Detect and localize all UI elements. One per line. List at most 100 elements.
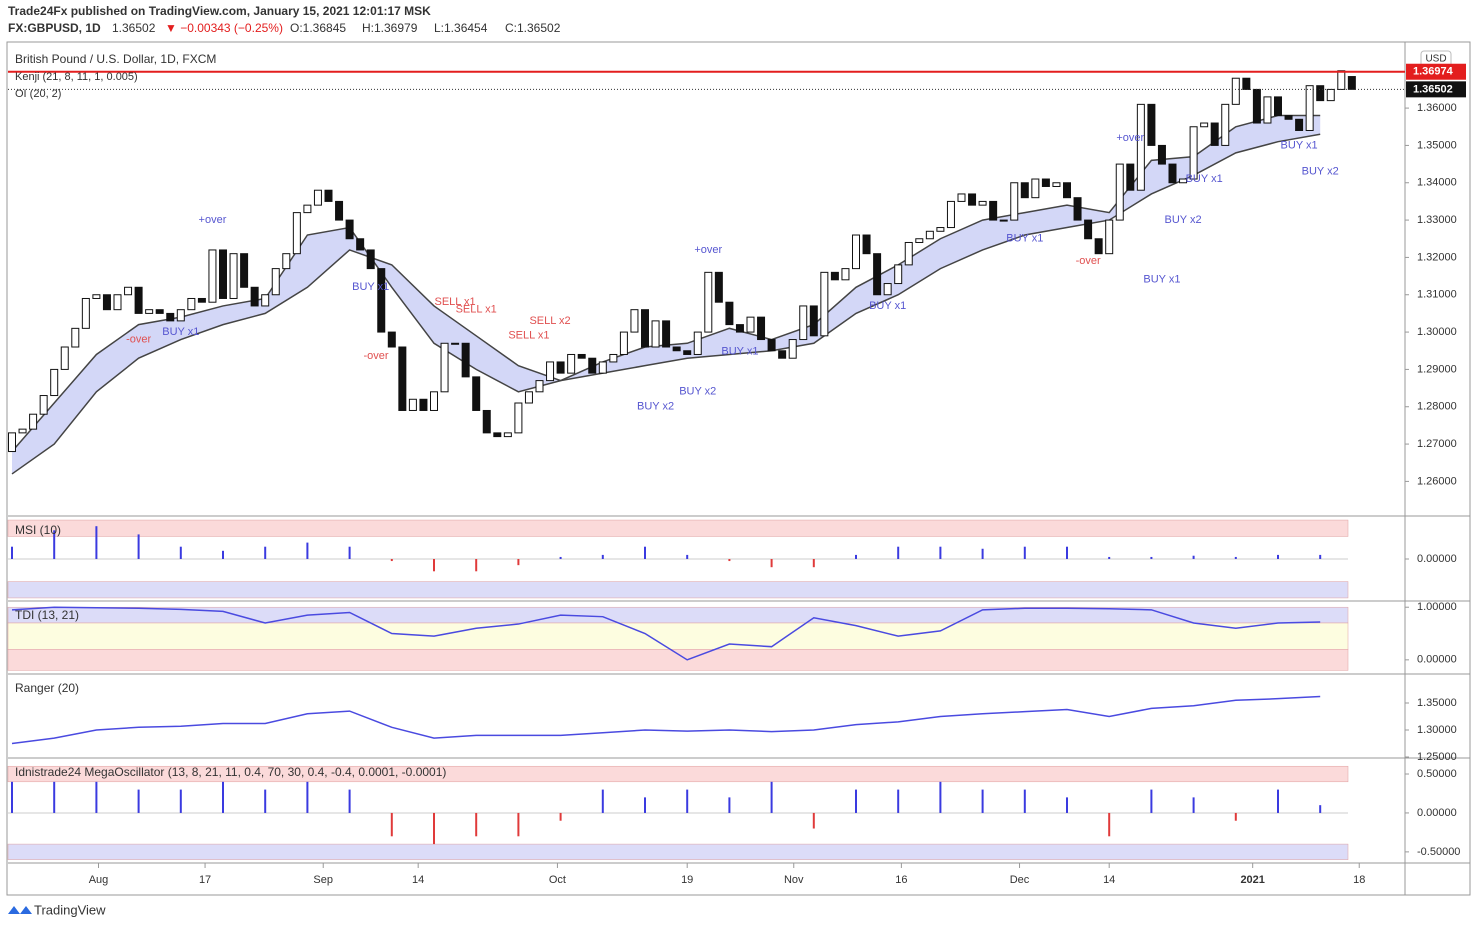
candle bbox=[1115, 163, 1124, 221]
candle bbox=[1210, 122, 1219, 146]
band-fill bbox=[12, 115, 1321, 474]
candle bbox=[514, 402, 523, 434]
candle bbox=[778, 350, 787, 359]
signal-label: -over bbox=[1076, 255, 1101, 267]
candle bbox=[1347, 76, 1356, 90]
candle bbox=[1020, 182, 1029, 199]
candle bbox=[788, 339, 797, 359]
candle bbox=[672, 346, 681, 352]
signal-label: SELL x1 bbox=[508, 330, 549, 342]
candle bbox=[303, 204, 312, 214]
x-tick-label: Oct bbox=[549, 874, 566, 886]
pane-title: British Pound / U.S. Dollar, 1D, FXCM bbox=[15, 52, 216, 66]
candle bbox=[187, 297, 196, 311]
logo bbox=[8, 906, 32, 914]
candle bbox=[957, 193, 966, 202]
candle bbox=[1189, 126, 1198, 180]
candle bbox=[197, 297, 206, 303]
y-tick-label: 0.00000 bbox=[1417, 553, 1457, 565]
candle bbox=[683, 350, 692, 355]
candle bbox=[577, 353, 586, 359]
zone bbox=[7, 649, 1349, 671]
y-tick-label: 1.32000 bbox=[1417, 251, 1457, 263]
candle bbox=[704, 271, 713, 333]
candle bbox=[366, 249, 375, 270]
signal-label: BUY x1 bbox=[721, 345, 758, 357]
y-tick-label: 1.35000 bbox=[1417, 139, 1457, 151]
y-tick-label: -0.50000 bbox=[1417, 846, 1460, 858]
candle bbox=[1052, 182, 1061, 187]
x-tick-label: 2021 bbox=[1240, 874, 1264, 886]
candle bbox=[725, 301, 734, 326]
last-label: 1.36502 bbox=[1413, 83, 1453, 95]
candle bbox=[261, 294, 270, 307]
candle bbox=[894, 264, 903, 285]
candle bbox=[693, 331, 702, 355]
signal-label: BUY x1 bbox=[352, 281, 389, 293]
signal-label: SELL x2 bbox=[529, 315, 570, 327]
x-tick-label: 18 bbox=[1353, 874, 1365, 886]
y-tick-label: 1.28000 bbox=[1417, 401, 1457, 413]
zone bbox=[7, 581, 1349, 599]
change: ▼ −0.00343 (−0.25%) bbox=[165, 21, 283, 35]
y-tick-label: 1.00000 bbox=[1417, 601, 1457, 613]
x-tick-label: 14 bbox=[1103, 874, 1115, 886]
candle bbox=[588, 357, 597, 374]
y-tick-label: 1.31000 bbox=[1417, 289, 1457, 301]
ohlc-open: O:1.36845 bbox=[290, 21, 346, 35]
y-tick-label: 0.00000 bbox=[1417, 807, 1457, 819]
candle bbox=[92, 294, 101, 299]
candle bbox=[968, 193, 977, 206]
resistance-tag bbox=[1406, 63, 1466, 80]
zone bbox=[7, 519, 1349, 537]
candle bbox=[1252, 88, 1261, 124]
candle bbox=[229, 253, 238, 299]
candle bbox=[50, 368, 59, 397]
ohlc-close: C:1.36502 bbox=[505, 21, 561, 35]
indicator-title: OI (20, 2) bbox=[15, 88, 61, 100]
candle bbox=[1063, 182, 1071, 199]
candle bbox=[1179, 178, 1188, 184]
signal-label: BUY x1 bbox=[162, 326, 199, 338]
band-line bbox=[11, 133, 1321, 475]
candle bbox=[155, 309, 164, 314]
candle bbox=[356, 238, 365, 251]
candle bbox=[1168, 163, 1177, 184]
candle bbox=[419, 398, 428, 411]
candle bbox=[166, 312, 175, 322]
signal-label: -over bbox=[126, 333, 151, 345]
candle bbox=[1337, 70, 1346, 90]
candle bbox=[841, 268, 850, 281]
candle bbox=[472, 376, 481, 411]
candle bbox=[377, 268, 386, 333]
price: 1.36502 bbox=[112, 21, 156, 35]
x-tick-label: 14 bbox=[412, 874, 424, 886]
candle bbox=[735, 324, 744, 333]
ohlc-high: H:1.36979 bbox=[362, 21, 418, 35]
publisher: Trade24Fx published on TradingView.com, … bbox=[8, 4, 431, 18]
candle bbox=[18, 428, 27, 434]
candle bbox=[1073, 197, 1082, 221]
candle bbox=[809, 305, 818, 337]
ohlc-low: L:1.36454 bbox=[434, 21, 488, 35]
currency: USD bbox=[1425, 54, 1446, 65]
signal-label: -over bbox=[363, 350, 388, 362]
candle bbox=[503, 432, 512, 438]
candle bbox=[1326, 88, 1335, 102]
y-tick-label: 1.30000 bbox=[1417, 326, 1457, 338]
candle bbox=[567, 353, 576, 374]
x-tick-label: 16 bbox=[895, 874, 907, 886]
pane-title: Idnistrade24 MegaOscillator (13, 8, 21, … bbox=[15, 765, 446, 779]
candle bbox=[883, 283, 892, 296]
candle bbox=[989, 200, 998, 221]
candle bbox=[1316, 85, 1325, 102]
signal-label: BUY x2 bbox=[679, 386, 716, 398]
y-tick-label: 1.35000 bbox=[1417, 697, 1457, 709]
candle bbox=[1084, 219, 1093, 240]
signal-label: BUY x2 bbox=[1302, 165, 1339, 177]
candle bbox=[240, 253, 249, 288]
candle bbox=[662, 320, 671, 348]
x-tick-label: 19 bbox=[681, 874, 693, 886]
candle bbox=[324, 189, 333, 202]
candle bbox=[482, 409, 491, 434]
